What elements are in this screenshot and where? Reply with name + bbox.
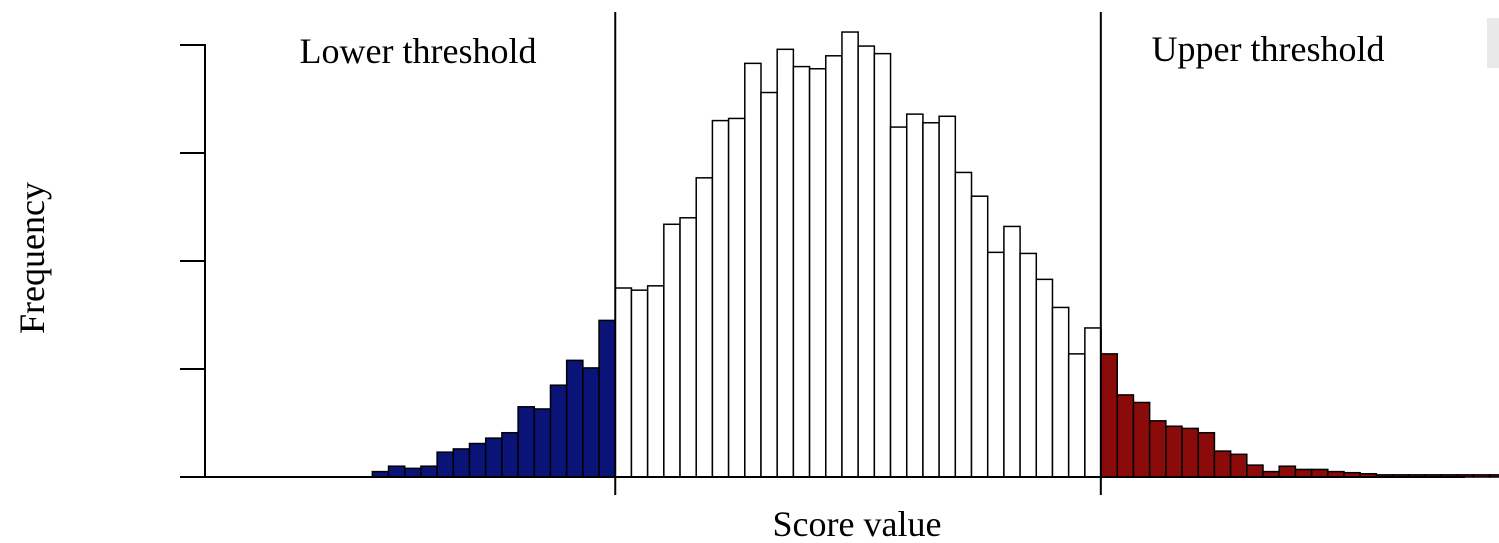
histogram-bar-upper xyxy=(1181,427,1199,478)
histogram-bar-upper xyxy=(1488,474,1499,478)
histogram-bar-upper xyxy=(1165,425,1183,478)
histogram-bar-upper xyxy=(1310,468,1329,478)
histogram-bar-lower xyxy=(484,437,503,478)
histogram-bar-middle xyxy=(841,31,859,478)
histogram-bar-lower xyxy=(436,451,455,478)
histogram-bar-middle xyxy=(889,126,908,478)
histogram-bar-upper xyxy=(1132,401,1151,478)
histogram-bar-middle xyxy=(808,68,827,478)
histogram-bar-lower xyxy=(533,408,552,478)
histogram-bar-middle xyxy=(614,287,633,478)
histogram-bar-upper xyxy=(1100,353,1119,478)
histogram-bar-middle xyxy=(776,48,795,478)
y-axis-label: Frequency xyxy=(12,182,52,334)
histogram-bar-middle xyxy=(905,113,924,478)
histogram-bar-upper xyxy=(1294,468,1313,478)
upper-threshold-label: Upper threshold xyxy=(1152,29,1385,69)
histogram-bar-middle xyxy=(679,217,697,478)
scrollbar-stub xyxy=(1487,18,1499,68)
histogram-bar-middle xyxy=(695,177,714,478)
histogram-bar-upper xyxy=(1116,394,1135,478)
histogram-bar-upper xyxy=(1472,474,1491,478)
histogram-bar-lower xyxy=(452,448,471,478)
histogram-bar-lower xyxy=(549,384,568,478)
histogram-bar-middle xyxy=(1067,353,1086,478)
histogram-bar-upper xyxy=(1246,464,1264,478)
histogram-bar-middle xyxy=(922,122,940,478)
histogram-bar-middle xyxy=(857,45,876,478)
histogram-bar-middle xyxy=(792,65,811,478)
histogram-bar-middle xyxy=(825,55,843,478)
histogram-bar-lower xyxy=(403,467,422,478)
histogram-bar-lower xyxy=(582,367,600,478)
histogram-bar-lower xyxy=(517,406,536,478)
histogram-bar-middle xyxy=(954,171,973,478)
histogram-bar-upper xyxy=(1213,450,1232,478)
y-axis-ticks xyxy=(180,44,205,478)
histogram-bar-lower xyxy=(387,465,406,478)
histogram-bar-middle xyxy=(1084,327,1102,478)
histogram-bar-middle xyxy=(873,52,892,478)
histogram-bar-lower xyxy=(565,359,584,478)
histogram-bar-middle xyxy=(663,223,681,478)
histogram-bar-lower xyxy=(598,319,616,478)
histogram-bar-middle xyxy=(938,115,957,478)
histogram-bar-upper xyxy=(1148,420,1167,478)
histogram-bar-upper xyxy=(1278,465,1297,478)
histogram-bar-middle xyxy=(970,195,989,478)
histogram-bar-lower xyxy=(501,431,519,478)
histogram-bar-middle xyxy=(630,289,649,478)
histogram-bar-lower xyxy=(468,442,487,478)
histogram-bar-middle xyxy=(744,62,762,478)
histogram-bar-middle xyxy=(986,251,1005,478)
histogram-bar-upper xyxy=(1197,431,1216,478)
histogram-bar-upper xyxy=(1229,453,1248,478)
histogram-bar-lower xyxy=(420,465,438,478)
histogram-bars xyxy=(371,31,1499,478)
histogram-bar-middle xyxy=(1035,278,1054,478)
histogram-bar-middle xyxy=(727,117,746,478)
x-axis-label: Score value xyxy=(773,504,942,543)
histogram-bar-middle xyxy=(646,285,665,478)
lower-threshold-label: Lower threshold xyxy=(300,31,537,71)
histogram-bar-middle xyxy=(1051,306,1070,478)
histogram-bar-middle xyxy=(760,91,778,478)
histogram-bar-middle xyxy=(711,119,730,478)
histogram-bar-middle xyxy=(1019,252,1038,478)
histogram-bar-middle xyxy=(1003,225,1021,478)
